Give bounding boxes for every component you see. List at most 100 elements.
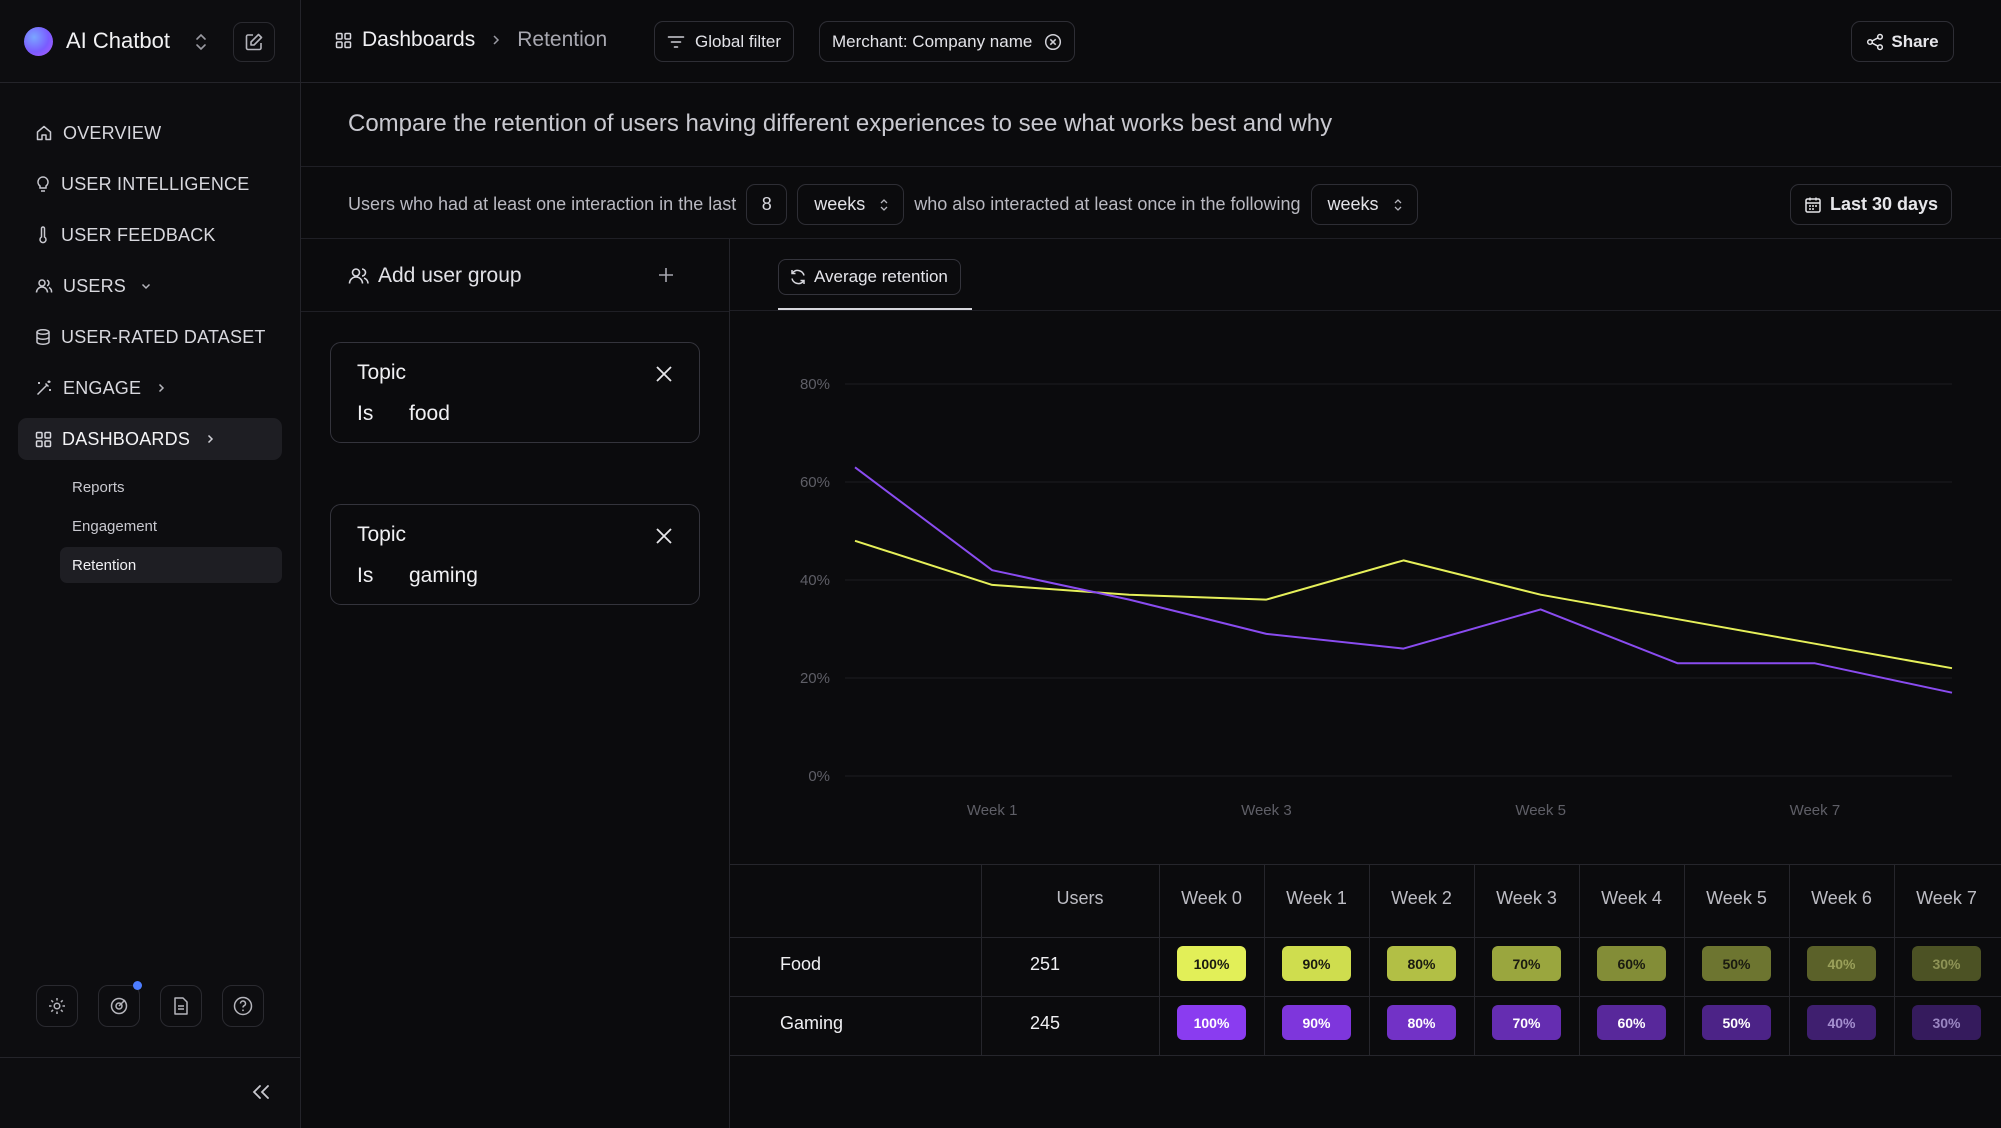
table-border [730,1055,2001,1056]
nav-item-user-intelligence[interactable]: USER INTELLIGENCE [18,163,282,205]
panel-divider [729,239,730,1128]
retention-value-badge: 100% [1177,946,1246,981]
lightbulb-icon [37,176,49,192]
period-count-input[interactable]: 8 [746,184,788,225]
close-icon[interactable] [653,525,675,547]
settings-button[interactable] [36,985,78,1027]
subnav-item-retention[interactable]: Retention [60,547,282,583]
series-line-food [854,539,1953,670]
nav-label: USERS [63,275,127,296]
subnav-item-engagement[interactable]: Engagement [72,517,158,535]
following-unit-select[interactable]: weeks [1310,184,1418,225]
chevron-right-icon [493,35,500,45]
merchant-filter-chip[interactable]: Merchant: Company name [819,21,1076,62]
table-border [730,864,2001,865]
topbar: Dashboards Retention Global filter Merch… [301,0,2001,83]
edit-icon [245,33,263,51]
new-chat-button[interactable] [233,22,275,62]
table-column-divider [1684,865,1685,1055]
grid-icon [35,431,52,447]
group-value: food [409,402,450,425]
active-tab-indicator [778,308,972,310]
refresh-icon [791,269,805,285]
nav-item-dashboards[interactable]: DASHBOARDS [18,418,282,460]
nav-label: DASHBOARDS [62,428,191,449]
chevron-down-icon [141,283,151,290]
table-column-divider [1474,865,1475,1055]
tab-average-retention[interactable]: Average retention [778,259,961,295]
close-circle-icon[interactable] [1044,33,1062,51]
y-tick-label: 80% [800,376,830,393]
nav-item-user-feedback[interactable]: USER FEEDBACK [18,214,282,256]
retention-value-badge: 60% [1597,1005,1666,1040]
retention-value-badge: 100% [1177,1005,1246,1040]
filter-icon [667,35,685,48]
add-user-group-label[interactable]: Add user group [348,264,522,288]
chevron-right-icon [159,383,165,393]
collapse-sidebar-icon[interactable] [250,1082,272,1102]
database-icon [36,329,50,345]
group-title: Topic [357,523,407,546]
breadcrumb: Dashboards Retention [335,28,607,52]
table-row-label: Food [780,954,822,974]
nav-label: ENGAGE [63,377,142,398]
breadcrumb-dashboards[interactable]: Dashboards [362,28,476,51]
dashboards-subnav: Reports Engagement Retention [60,469,282,586]
nav-item-user-rated-dataset[interactable]: USER-RATED DATASET [18,316,282,358]
add-user-group-button[interactable] [656,265,676,285]
retention-value-badge: 30% [1912,1005,1981,1040]
group-condition: Is gaming [357,564,478,588]
chevron-up-down-icon[interactable] [193,31,209,53]
table-header: Week 6 [1811,888,1872,908]
y-tick-label: 60% [800,474,830,491]
help-button[interactable] [222,985,264,1027]
breadcrumb-retention: Retention [517,28,608,51]
divider [301,311,729,312]
global-filter-button[interactable]: Global filter [654,21,794,62]
table-column-divider [1579,865,1580,1055]
table-column-divider [1264,865,1265,1055]
help-icon [233,996,253,1016]
retention-filter: Users who had at least one interaction i… [348,184,1428,225]
integrations-button[interactable] [98,981,142,1027]
x-tick-label: Week 1 [967,802,1018,819]
subnav-item-reports[interactable]: Reports [72,478,125,496]
retention-value-badge: 50% [1702,946,1771,981]
app-logo [24,26,53,56]
period-unit-value: weeks [814,194,866,214]
series-line-gaming [854,466,1953,694]
divider [301,238,2001,239]
main-nav: OVERVIEW USER INTELLIGENCE USER FEEDBACK… [18,112,282,469]
sidebar-footer [0,1057,301,1128]
divider [301,166,2001,167]
gear-icon [49,998,65,1014]
nav-label: OVERVIEW [63,122,162,143]
nav-label: USER INTELLIGENCE [61,173,250,194]
chevron-up-down-icon [1394,198,1402,211]
group-operator: Is [357,402,374,425]
table-header: Users [1056,888,1104,908]
filter-text-2: who also interacted at least once in the… [914,194,1301,214]
retention-value-badge: 80% [1387,946,1456,981]
user-group-card[interactable]: Topic Is food [330,342,700,443]
nav-item-engage[interactable]: ENGAGE [18,367,282,409]
workspace-header[interactable]: AI Chatbot [0,0,300,83]
nav-item-overview[interactable]: OVERVIEW [18,112,282,154]
table-row-users: 251 [1030,954,1061,974]
docs-button[interactable] [160,985,202,1027]
retention-value-badge: 30% [1912,946,1981,981]
x-tick-label: Week 5 [1515,802,1566,819]
date-range-button[interactable]: Last 30 days [1790,184,1952,225]
global-filter-label: Global filter [695,31,781,51]
close-icon[interactable] [653,363,675,385]
document-icon [174,997,188,1015]
user-group-card[interactable]: Topic Is gaming [330,504,700,605]
nav-item-users[interactable]: USERS [18,265,282,307]
radar-icon [110,997,128,1015]
share-button[interactable]: Share [1851,21,1954,62]
retention-value-badge: 40% [1807,946,1876,981]
x-tick-label: Week 3 [1241,802,1292,819]
period-unit-select[interactable]: weeks [797,184,905,225]
share-label: Share [1891,31,1939,51]
share-icon [1867,33,1884,50]
